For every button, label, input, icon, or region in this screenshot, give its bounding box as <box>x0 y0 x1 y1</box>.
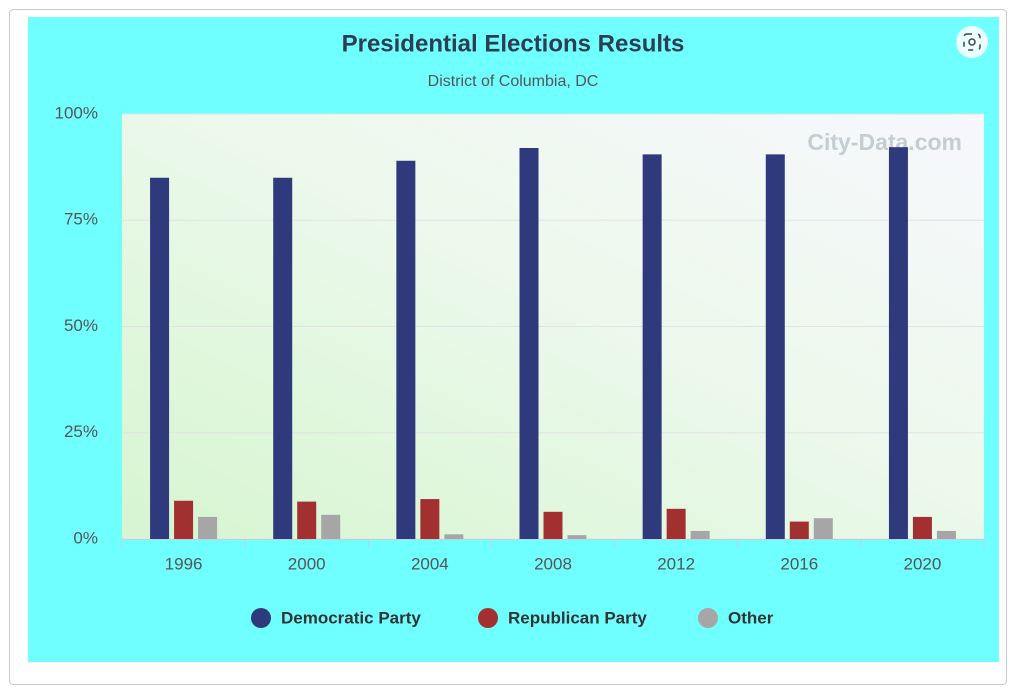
legend-label: Democratic Party <box>281 608 421 627</box>
legend-label: Other <box>728 608 774 627</box>
chart-subtitle: District of Columbia, DC <box>428 73 599 90</box>
lens-icon-center[interactable] <box>968 38 976 46</box>
bar <box>396 160 416 539</box>
x-tick-label: 2012 <box>657 554 695 573</box>
bar <box>321 514 341 539</box>
lens-button-bg[interactable] <box>956 26 988 58</box>
x-tick-label: 2016 <box>780 554 818 573</box>
bar <box>297 501 317 539</box>
bar <box>666 508 686 539</box>
bar <box>444 534 464 539</box>
bar <box>888 147 908 539</box>
x-tick-label: 2004 <box>411 554 449 573</box>
bar <box>198 516 218 539</box>
x-tick-label: 2020 <box>904 554 942 573</box>
y-tick-label: 50% <box>64 316 98 335</box>
bar <box>642 154 662 539</box>
watermark: City-Data.com <box>807 129 962 155</box>
bar <box>519 148 539 539</box>
x-tick-label: 2008 <box>534 554 572 573</box>
lens-icon[interactable] <box>963 33 981 51</box>
bar <box>420 499 440 539</box>
lens-button[interactable] <box>956 26 988 58</box>
chart-title: Presidential Elections Results <box>342 30 685 57</box>
legend-marker <box>698 608 718 628</box>
bar <box>765 154 785 539</box>
bar <box>690 530 710 539</box>
bar <box>912 516 932 539</box>
legend-marker <box>478 608 498 628</box>
legend-label: Republican Party <box>508 608 647 627</box>
y-tick-label: 25% <box>64 422 98 441</box>
bar <box>150 177 170 539</box>
bar <box>789 521 809 539</box>
bar <box>174 500 194 539</box>
bar <box>936 530 956 539</box>
bar <box>273 177 293 539</box>
legend-marker <box>251 608 271 628</box>
x-tick-label: 2000 <box>288 554 326 573</box>
y-tick-label: 0% <box>73 528 98 547</box>
x-tick-label: 1996 <box>165 554 203 573</box>
bar <box>567 535 587 539</box>
y-tick-label: 75% <box>64 210 98 229</box>
bar <box>813 518 833 539</box>
y-tick-label: 100% <box>55 103 98 122</box>
bar <box>543 511 563 539</box>
